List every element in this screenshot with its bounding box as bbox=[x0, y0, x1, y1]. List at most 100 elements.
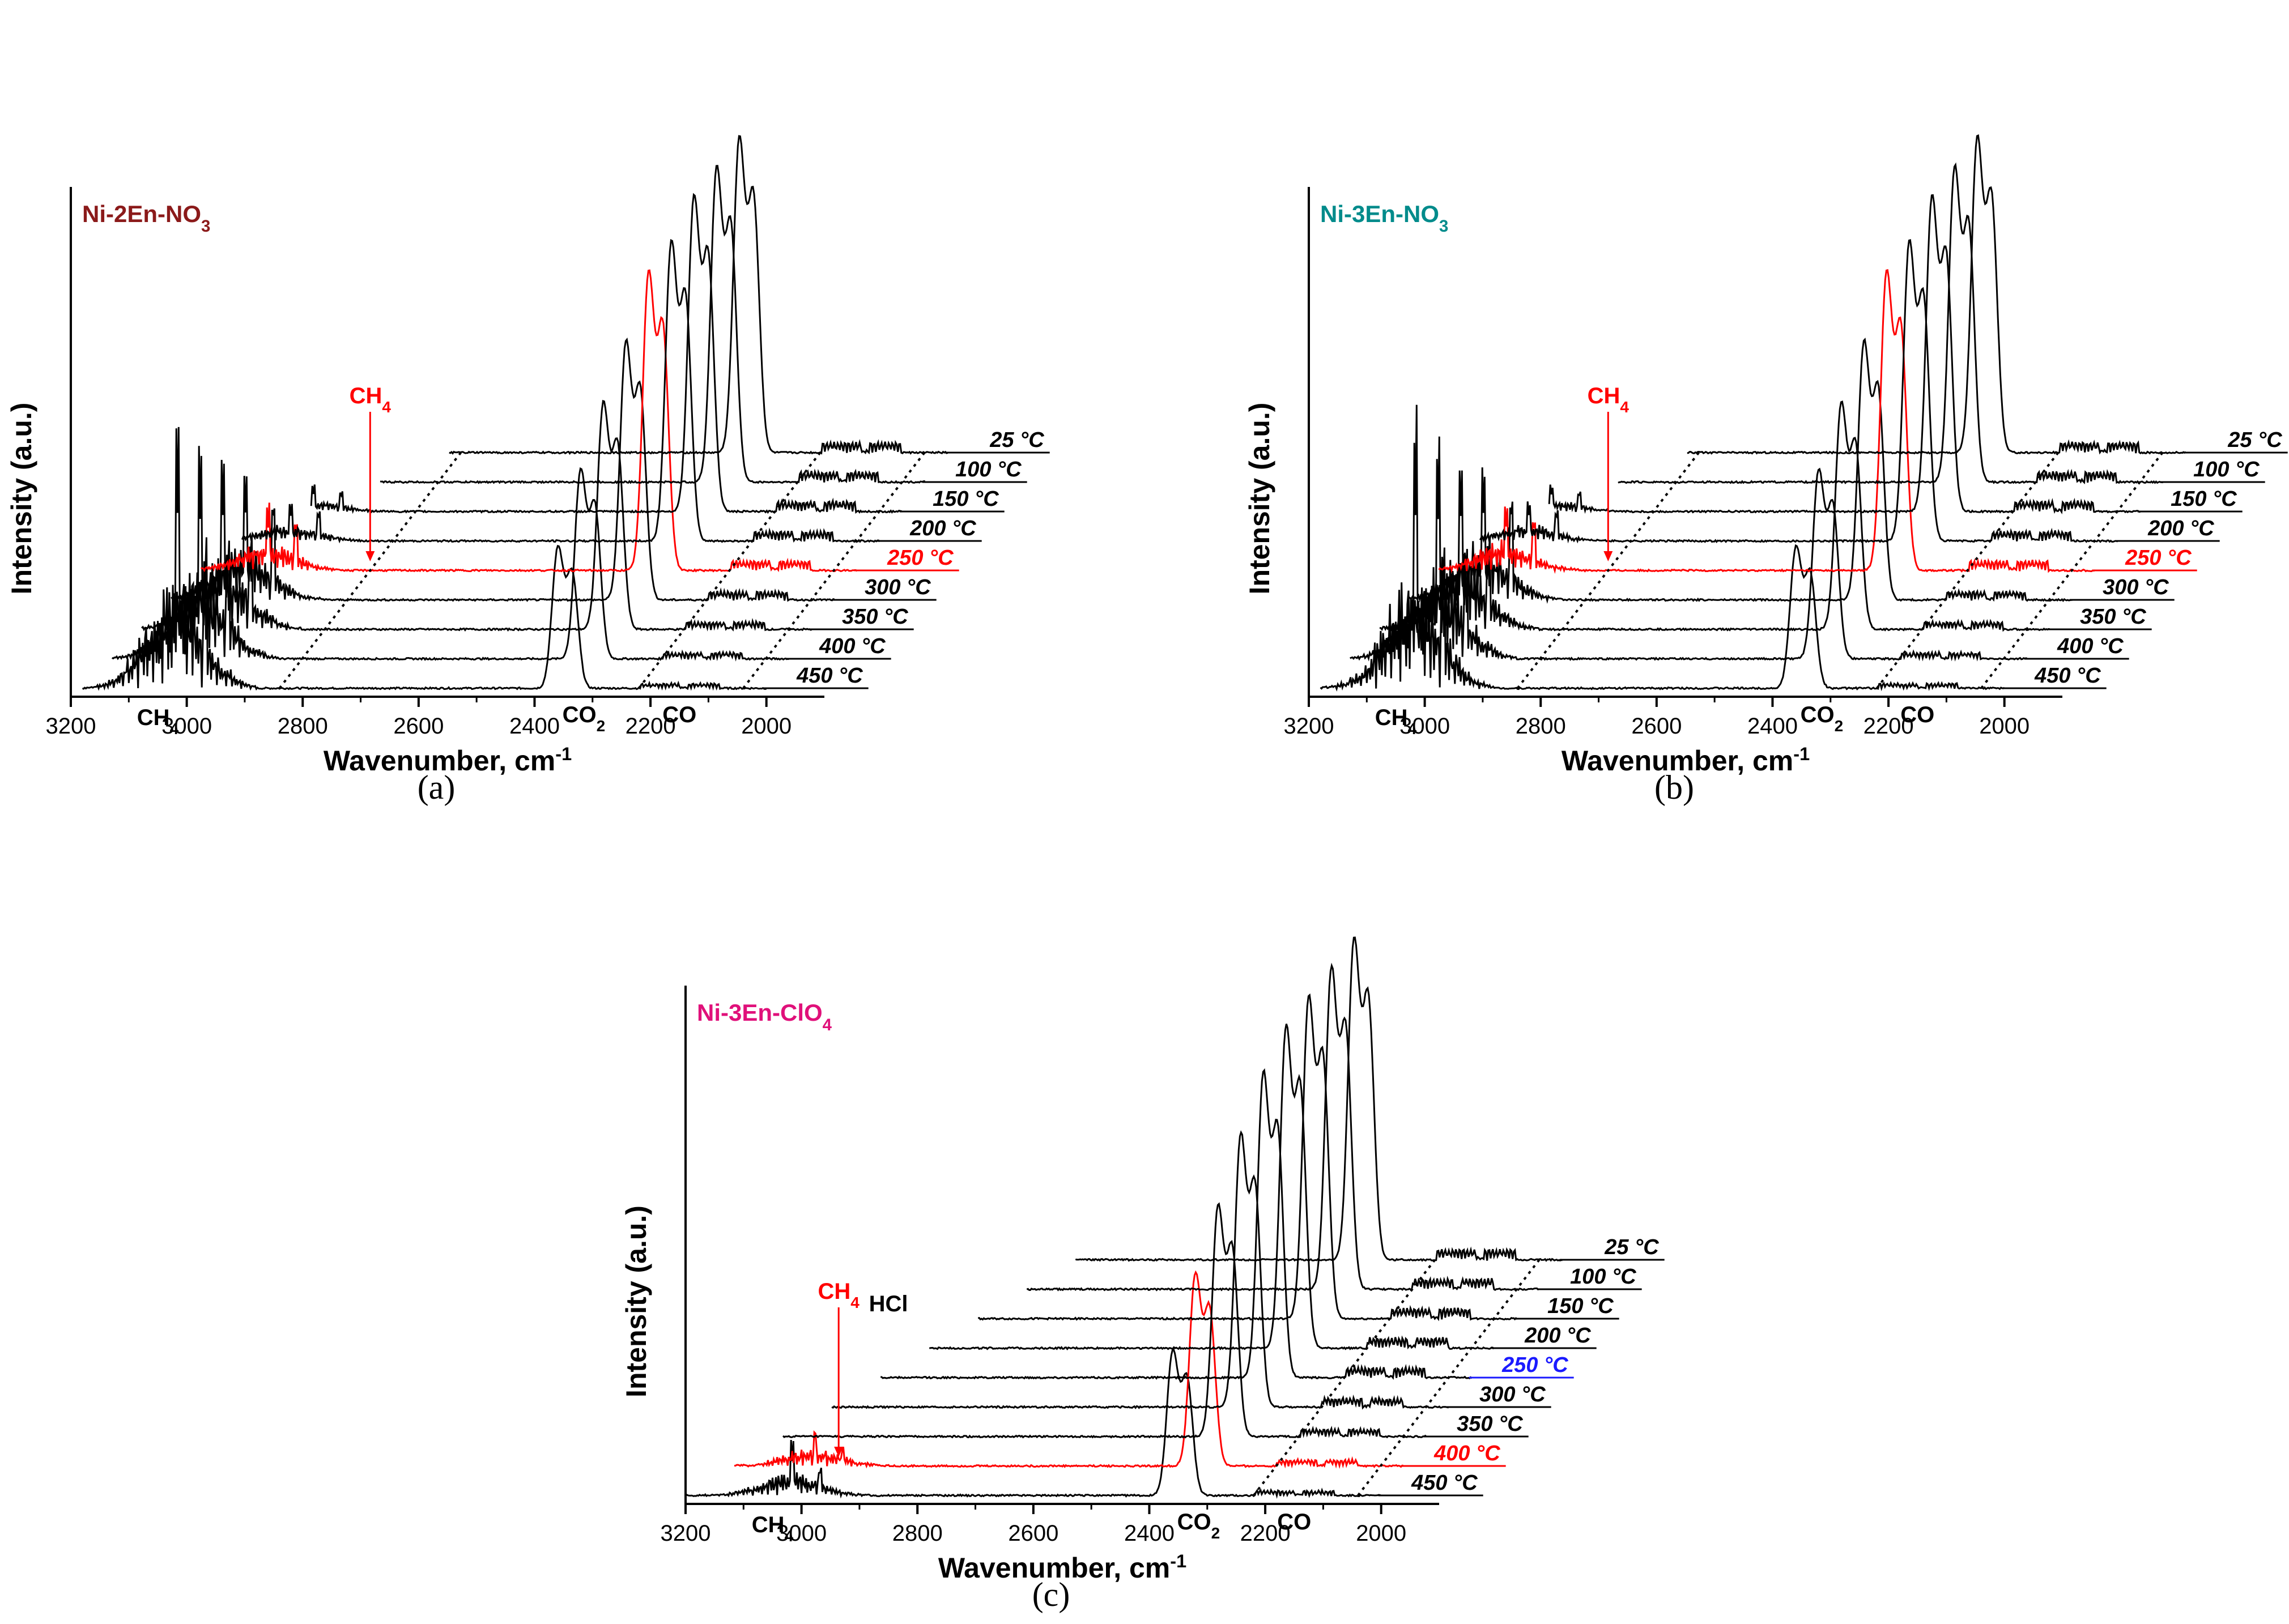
temperature-label: 200 °C bbox=[1524, 1324, 1591, 1348]
temperature-label: 350 °C bbox=[2080, 605, 2146, 629]
spectrum-100C bbox=[1618, 162, 2163, 484]
x-tick-label: 2400 bbox=[1124, 1521, 1175, 1546]
y-axis-title: Intensity (a.u.) bbox=[1244, 403, 1275, 595]
co-label: CO bbox=[1900, 702, 1934, 727]
x-tick-label: 3000 bbox=[1399, 714, 1450, 739]
temperature-label: 25 °C bbox=[1604, 1235, 1659, 1259]
x-axis-title-exp: -1 bbox=[555, 744, 572, 764]
spectrum-200C bbox=[929, 1024, 1495, 1350]
ch4-marker-label: CH4 bbox=[1588, 383, 1629, 416]
x-tick-label: 3200 bbox=[661, 1521, 711, 1546]
ch4-bottom-label-sub: 4 bbox=[785, 1527, 794, 1545]
spectrum-400C bbox=[112, 446, 790, 662]
temperature-label: 150 °C bbox=[933, 487, 999, 511]
spectra: 450 °C 400 °C 350 °C 300 °C 250 °C 200 °C 150 … bbox=[1320, 134, 2288, 692]
x-tick-label: 2000 bbox=[1356, 1521, 1406, 1546]
panel-caption: (a) bbox=[418, 769, 456, 806]
x-tick-label: 2200 bbox=[1240, 1521, 1291, 1546]
x-axis-title-exp: -1 bbox=[1170, 1551, 1186, 1571]
co2-label-sub: 2 bbox=[1211, 1524, 1220, 1542]
ch4-bottom-label: CH4 bbox=[137, 705, 179, 738]
temperature-label: 350 °C bbox=[842, 605, 908, 629]
temperature-label: 250 °C bbox=[2125, 546, 2192, 570]
x-tick-label: 2000 bbox=[1979, 714, 2030, 739]
dotted-guide bbox=[1357, 1259, 1541, 1497]
spectrum-25C bbox=[1075, 936, 1563, 1262]
temperature-label: 450 °C bbox=[2034, 664, 2101, 688]
panel-title-sub: 3 bbox=[201, 217, 210, 236]
y-axis-title: Intensity (a.u.) bbox=[6, 403, 37, 595]
dotted-guide bbox=[278, 451, 462, 689]
spectrum-150C bbox=[977, 993, 1518, 1322]
spectrum-150C bbox=[1548, 194, 2141, 515]
co-label: CO bbox=[662, 702, 696, 727]
spectrum-200C bbox=[241, 238, 880, 544]
ch4-marker-label-main: CH bbox=[818, 1279, 851, 1304]
temperature-label: 300 °C bbox=[865, 576, 931, 599]
spectrum-450C bbox=[1320, 404, 2005, 692]
temperature-label: 100 °C bbox=[2193, 458, 2260, 481]
spectrum-300C bbox=[831, 1130, 1449, 1410]
x-tick-label: 2600 bbox=[1008, 1521, 1058, 1546]
temperature-label: 450 °C bbox=[1411, 1471, 1478, 1495]
temperature-label: 200 °C bbox=[909, 517, 976, 540]
x-axis-title: Wavenumber, cm-1 bbox=[938, 1551, 1186, 1584]
ch4-marker-label: CH4 bbox=[818, 1279, 860, 1311]
ch4-marker-label-sub: 4 bbox=[382, 398, 391, 416]
spectrum-350C bbox=[141, 399, 812, 632]
spectrum-200C bbox=[1479, 238, 2118, 544]
panel-title-main: Ni-3En-NO bbox=[1320, 201, 1439, 227]
temperature-label: 150 °C bbox=[2171, 487, 2237, 511]
x-tick-label: 2800 bbox=[1516, 714, 1566, 739]
spectrum-400C bbox=[734, 1270, 1404, 1469]
temperature-label: 350 °C bbox=[1457, 1412, 1523, 1436]
spectrum-250C bbox=[880, 1068, 1473, 1380]
ch4-marker-label-main: CH bbox=[350, 383, 382, 408]
ch4-bottom-label-main: CH bbox=[752, 1512, 785, 1537]
dotted-guide bbox=[638, 451, 822, 689]
y-axis-title: Intensity (a.u.) bbox=[620, 1205, 652, 1397]
x-tick-label: 3000 bbox=[776, 1521, 827, 1546]
temperature-label: 100 °C bbox=[1570, 1265, 1636, 1289]
x-tick-label: 2600 bbox=[393, 714, 444, 739]
x-tick-label: 3000 bbox=[161, 714, 212, 739]
ch4-bottom-label: CH4 bbox=[1375, 705, 1417, 738]
x-tick-label: 2200 bbox=[626, 714, 676, 739]
temperature-label: 400 °C bbox=[2057, 634, 2124, 658]
co2-label: CO2 bbox=[563, 702, 606, 735]
co2-label-main: CO bbox=[1177, 1510, 1211, 1535]
x-axis-title: Wavenumber, cm-1 bbox=[324, 744, 572, 777]
panel-title: Ni-3En-ClO4 bbox=[697, 999, 832, 1034]
temperature-label: 450 °C bbox=[796, 664, 863, 688]
panel-title: Ni-3En-NO3 bbox=[1320, 201, 1448, 236]
ch4-bottom-label-main: CH bbox=[1375, 705, 1408, 730]
ch4-marker-arrowhead bbox=[834, 1447, 844, 1457]
x-tick-label: 2000 bbox=[741, 714, 792, 739]
ch4-bottom-label-sub: 4 bbox=[170, 720, 179, 738]
spectrum-300C bbox=[1409, 337, 2073, 604]
temperature-label: 300 °C bbox=[2103, 576, 2169, 599]
dotted-guide bbox=[1516, 451, 1700, 689]
ch4-marker-label-sub: 4 bbox=[1620, 398, 1629, 416]
temperature-label: 250 °C bbox=[1501, 1353, 1568, 1377]
x-axis-title-main: Wavenumber, cm bbox=[324, 745, 555, 777]
spectra: 450 °C 400 °C 350 °C 300 °C 250 °C 200 °C 150 … bbox=[82, 135, 1050, 691]
spectrum-250C bbox=[201, 269, 858, 573]
spectrum-150C bbox=[310, 193, 903, 514]
panel-title: Ni-2En-NO3 bbox=[82, 201, 210, 236]
spectrum-100C bbox=[1026, 962, 1540, 1291]
temperature-label: 150 °C bbox=[1547, 1294, 1614, 1318]
hcl-label: HCl bbox=[869, 1291, 908, 1316]
x-tick-label: 3200 bbox=[46, 714, 96, 739]
temperature-label: 25 °C bbox=[989, 428, 1044, 452]
co2-label: CO2 bbox=[1177, 1510, 1220, 1542]
ch4-marker-arrowhead bbox=[365, 551, 375, 561]
x-axis-title-main: Wavenumber, cm bbox=[938, 1552, 1170, 1584]
temperature-label: 300 °C bbox=[1479, 1383, 1546, 1406]
ch4-bottom-label-main: CH bbox=[137, 705, 170, 730]
panel-a: 3200 3000 2800 2600 2400 2200 2000 Wavenumber, … bbox=[6, 135, 1050, 806]
spectrum-350C bbox=[782, 1202, 1427, 1439]
x-axis-title: Wavenumber, cm-1 bbox=[1562, 744, 1810, 777]
spectrum-25C bbox=[1687, 134, 2186, 455]
